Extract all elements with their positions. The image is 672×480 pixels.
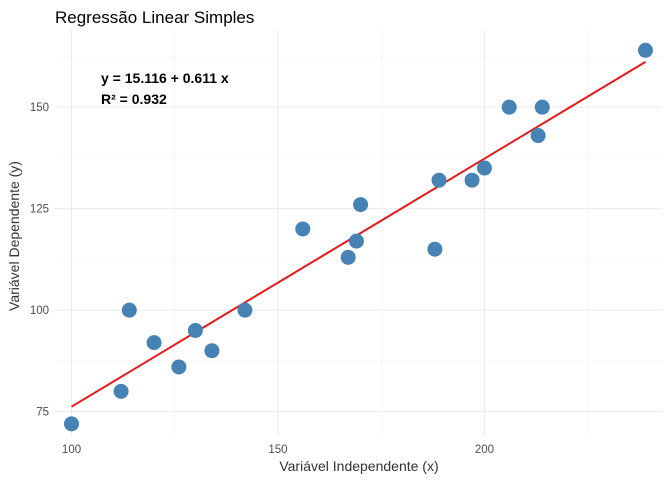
- x-tick-label: 200: [475, 444, 494, 456]
- y-tick-label: 150: [30, 102, 49, 114]
- x-axis-title: Variável Independente (x): [279, 458, 438, 474]
- data-point: [530, 128, 546, 144]
- data-point: [534, 99, 550, 115]
- y-tick-label: 125: [30, 204, 49, 216]
- regression-equation: y = 15.116 + 0.611 x: [101, 70, 229, 86]
- data-point: [427, 241, 443, 257]
- x-tick-label: 150: [268, 444, 287, 456]
- data-point: [501, 99, 517, 115]
- data-point: [64, 416, 80, 432]
- data-point: [204, 343, 220, 359]
- data-point: [348, 233, 364, 249]
- y-tick-label: 75: [36, 407, 49, 419]
- chart-title: Regressão Linear Simples: [55, 8, 254, 27]
- x-tick-label: 100: [62, 444, 81, 456]
- y-axis-title: Variável Dependente (y): [6, 161, 22, 311]
- data-point: [637, 42, 653, 58]
- data-point: [295, 221, 311, 237]
- data-point: [464, 172, 480, 188]
- data-point: [340, 249, 356, 265]
- data-point: [171, 359, 187, 375]
- data-point: [187, 322, 203, 338]
- data-point: [353, 197, 369, 213]
- tick-labels: 100 150 200 75 100 125 150: [30, 102, 494, 456]
- y-tick-label: 100: [30, 305, 49, 317]
- r-squared: R² = 0.932: [101, 91, 167, 107]
- data-point: [476, 160, 492, 176]
- data-point: [113, 383, 129, 399]
- data-point: [146, 335, 162, 351]
- points-group: [64, 42, 653, 432]
- data-point: [237, 302, 253, 318]
- data-point: [121, 302, 137, 318]
- data-point: [431, 172, 447, 188]
